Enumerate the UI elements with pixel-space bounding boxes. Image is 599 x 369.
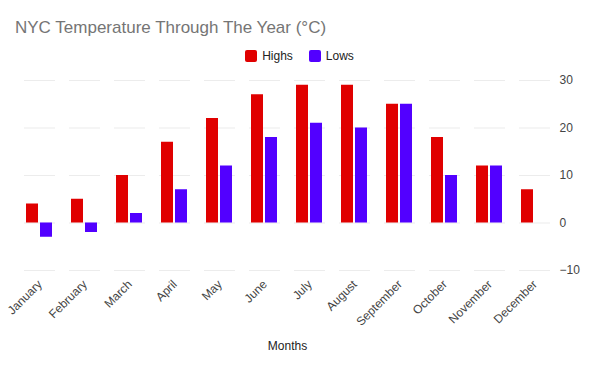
svg-text:July: July bbox=[290, 277, 315, 302]
svg-text:−10: −10 bbox=[560, 263, 581, 277]
svg-text:August: August bbox=[324, 277, 361, 314]
html-text:Lows: Lows bbox=[325, 49, 354, 63]
svg-text:20: 20 bbox=[560, 121, 574, 135]
svg-text:30: 30 bbox=[560, 73, 574, 87]
svg-text:June: June bbox=[242, 277, 271, 306]
svg-text:September: September bbox=[353, 277, 404, 328]
svg-text:December: December bbox=[491, 277, 540, 326]
svg-text:0: 0 bbox=[560, 216, 567, 230]
html-text:Highs: Highs bbox=[262, 49, 293, 63]
svg-text:February: February bbox=[46, 277, 90, 321]
html-text:NYC Temperature Through The Ye: NYC Temperature Through The Year (°C) bbox=[15, 18, 327, 37]
svg-text:April: April bbox=[153, 277, 180, 304]
svg-text:10: 10 bbox=[560, 168, 574, 182]
svg-text:October: October bbox=[410, 277, 450, 317]
svg-text:March: March bbox=[101, 277, 134, 310]
svg-text:January: January bbox=[5, 277, 45, 317]
html-text:Months: Months bbox=[267, 339, 308, 353]
svg-text:May: May bbox=[199, 277, 225, 303]
svg-text:November: November bbox=[446, 277, 495, 326]
